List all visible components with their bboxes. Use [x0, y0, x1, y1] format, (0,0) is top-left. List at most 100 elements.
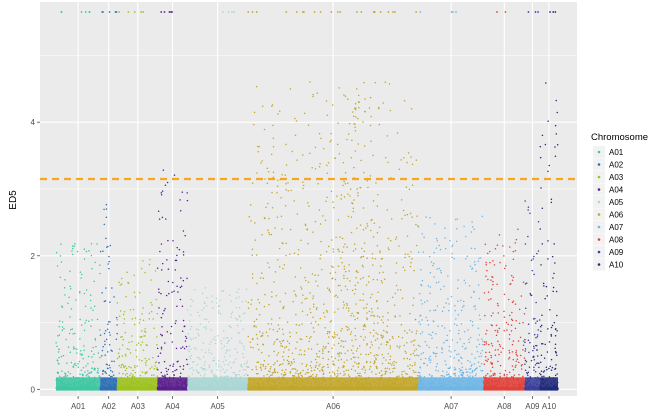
data-point	[84, 322, 86, 324]
data-point	[412, 369, 414, 372]
data-point	[189, 328, 192, 331]
data-point	[164, 307, 166, 310]
data-point	[229, 325, 231, 327]
data-point	[169, 364, 171, 367]
data-point	[94, 339, 97, 341]
data-point	[160, 11, 163, 13]
data-point	[251, 338, 254, 340]
data-point	[120, 283, 123, 285]
data-point	[109, 301, 111, 303]
data-point	[276, 330, 279, 333]
data-point	[70, 328, 72, 331]
data-point	[282, 333, 285, 335]
data-point	[370, 219, 372, 222]
data-point	[174, 259, 177, 262]
data-point	[223, 356, 226, 358]
data-point	[112, 374, 115, 376]
data-point	[411, 331, 413, 333]
data-point	[255, 308, 258, 310]
data-point	[146, 371, 148, 373]
data-point	[243, 348, 246, 350]
data-point	[132, 369, 134, 372]
data-point	[172, 370, 174, 373]
data-point	[104, 343, 106, 346]
data-point	[218, 359, 220, 362]
data-point	[220, 339, 222, 342]
data-point	[106, 328, 109, 330]
data-point	[164, 375, 166, 378]
data-point	[269, 368, 272, 370]
data-point	[101, 349, 104, 352]
data-point	[63, 287, 66, 289]
data-point	[199, 374, 202, 377]
data-point	[89, 294, 92, 296]
data-point	[282, 355, 284, 358]
data-point	[369, 296, 372, 299]
data-point	[257, 372, 259, 375]
data-point	[164, 374, 166, 376]
data-point	[223, 337, 225, 340]
data-point	[181, 305, 184, 308]
data-point	[195, 328, 198, 330]
data-point	[278, 247, 281, 250]
data-point	[105, 372, 107, 374]
data-point	[322, 147, 325, 150]
data-point	[412, 304, 414, 307]
data-point	[267, 262, 269, 264]
data-point	[60, 355, 63, 358]
data-point	[253, 325, 255, 328]
data-point	[211, 295, 213, 297]
data-point	[337, 122, 339, 124]
data-point	[220, 375, 222, 378]
data-point	[332, 337, 335, 339]
data-point	[272, 146, 275, 148]
data-point	[294, 276, 297, 278]
data-point	[161, 334, 164, 337]
data-point	[310, 348, 313, 350]
data-point	[313, 303, 315, 305]
data-point	[59, 255, 62, 257]
data-points	[55, 11, 559, 391]
data-point	[300, 288, 303, 290]
data-point	[142, 260, 144, 262]
data-point	[392, 367, 394, 370]
data-point	[93, 305, 96, 308]
data-point	[370, 140, 372, 142]
data-point	[342, 301, 345, 303]
data-point	[256, 282, 258, 285]
data-point	[215, 297, 218, 300]
data-point	[129, 309, 132, 311]
data-point	[199, 323, 202, 325]
data-point	[167, 280, 170, 283]
data-point	[179, 286, 182, 289]
data-point	[157, 288, 160, 290]
data-point	[336, 195, 338, 197]
series-a04	[156, 11, 189, 391]
data-point	[121, 344, 124, 346]
data-point	[372, 154, 374, 157]
data-point	[293, 375, 296, 378]
data-point	[379, 251, 381, 254]
data-point	[108, 321, 110, 323]
data-point	[412, 352, 415, 355]
data-point	[280, 363, 282, 366]
data-point	[334, 278, 337, 281]
data-point	[245, 365, 248, 368]
data-point	[140, 344, 142, 346]
data-point	[182, 251, 185, 253]
data-point	[375, 373, 377, 375]
data-point	[257, 151, 259, 153]
data-point	[64, 372, 66, 374]
data-point	[106, 363, 108, 366]
data-point	[369, 346, 372, 349]
data-point	[217, 312, 220, 314]
data-point	[369, 331, 372, 334]
data-point	[94, 369, 96, 371]
data-point	[210, 340, 212, 343]
data-point	[156, 312, 159, 315]
data-point	[389, 371, 392, 374]
data-point	[401, 373, 403, 376]
data-point	[399, 345, 401, 347]
data-point	[109, 321, 111, 323]
data-point	[76, 352, 78, 354]
